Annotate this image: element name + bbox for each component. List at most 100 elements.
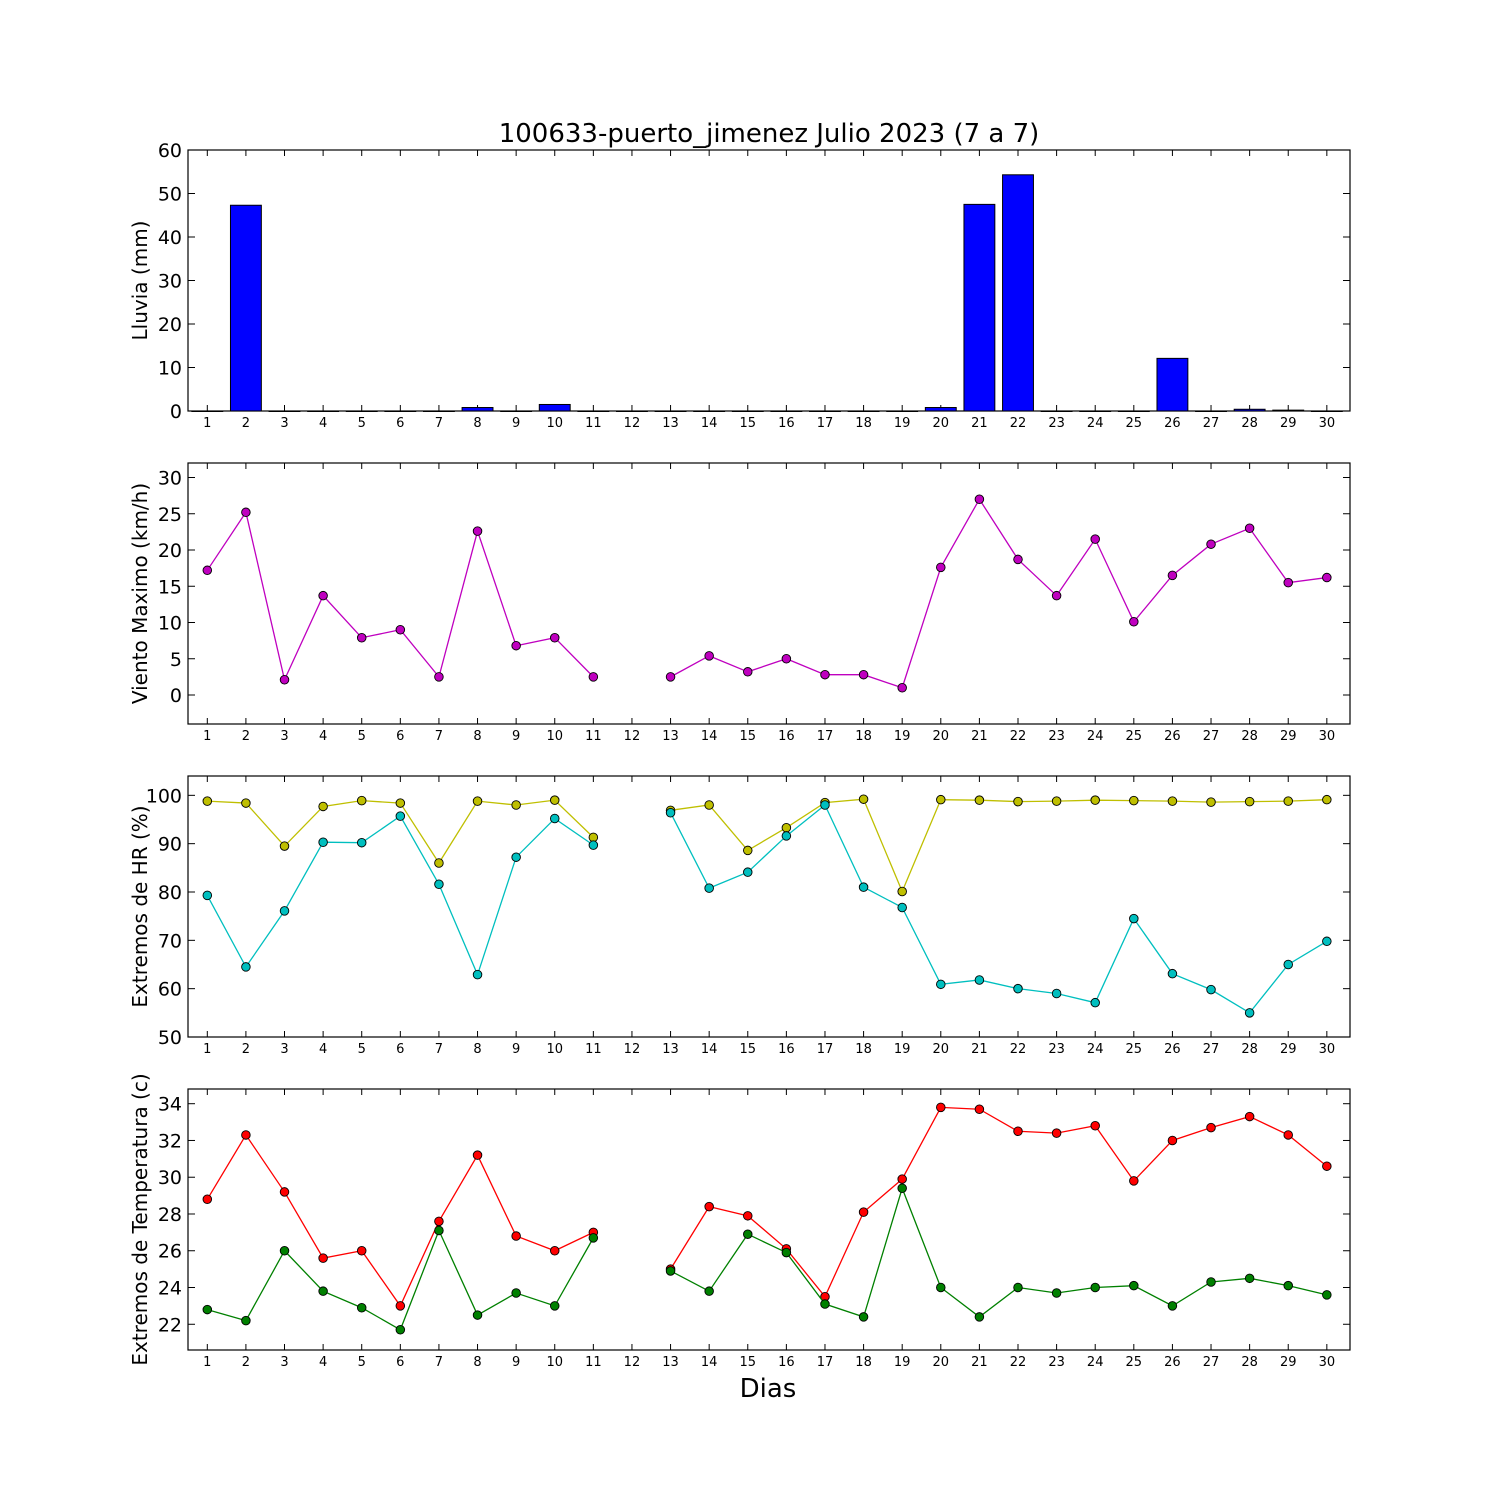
humidity-series-1-point [743,867,753,877]
humidity-series-1-point [781,831,792,841]
temperature-series-0-point [897,1174,907,1184]
humidity-series-0-point [434,858,444,868]
rain-xtick-label: 17 [817,416,834,431]
rain-xtick-label: 24 [1087,416,1104,431]
humidity-series-0-point [1283,796,1293,806]
wind-series-0-point [1167,570,1178,581]
wind-series-0-point [1129,617,1139,627]
humidity-series-1-point [974,975,985,985]
humidity-series-0-point [202,796,213,806]
temperature-series-0-point [936,1102,946,1113]
humidity-xtick-label: 18 [855,1042,872,1057]
temperature-series-0-point [1244,1111,1255,1122]
temperature-series-0-point [549,1245,560,1256]
wind-xtick-label: 25 [1126,729,1143,744]
wind-xtick-label: 12 [624,729,641,744]
rain-bar [1272,409,1305,412]
humidity-series-0-point [897,886,907,897]
rain-xtick-label: 15 [739,416,756,431]
humidity-ytick-label: 90 [158,834,182,856]
rain-bar [191,410,224,412]
humidity-series-1-point [511,852,521,862]
temperature-xtick-label: 18 [855,1355,872,1370]
wind-ylabel: Viento Maximo (km/h) [128,483,152,704]
humidity-xtick-label: 14 [701,1042,718,1057]
humidity-xtick-label: 2 [242,1042,250,1057]
humidity-xtick-label: 26 [1164,1042,1181,1057]
temperature-series-0-point [1013,1126,1023,1137]
rain-xtick-label: 1 [203,416,211,431]
humidity-series-0-point [511,800,521,810]
temperature-series-1-point [356,1302,367,1313]
wind-series-0-point [318,590,328,601]
temperature-ylabel: Extremos de Temperatura (c) [128,1073,152,1365]
wind-xtick-label: 3 [280,729,288,744]
temperature-ytick-label: 32 [158,1130,182,1152]
rain-bar [654,410,687,412]
temperature-xtick-label: 11 [585,1355,602,1370]
temperature-series-1-point [241,1315,251,1326]
temperature-ytick-label: 26 [158,1241,182,1263]
wind-xtick-label: 8 [473,729,481,744]
humidity-series-0-point [1167,796,1178,806]
rain-bar [577,410,610,412]
humidity-series-1-point [1167,968,1178,979]
humidity-xtick-label: 28 [1241,1042,1258,1057]
temperature-series-0-point [472,1150,483,1160]
temperature-xtick-label: 25 [1126,1355,1143,1370]
temperature-series-0-point [318,1253,328,1263]
rain-xtick-label: 6 [396,416,404,431]
temperature-series-1-point [1322,1290,1332,1300]
humidity-xtick-label: 21 [971,1042,988,1057]
temperature-series-1-point [820,1299,830,1309]
temperature-series-1-line [207,1186,1327,1331]
rain-bar [1233,408,1266,412]
temperature-xtick-label: 30 [1319,1355,1336,1370]
humidity-series-1-point [279,906,290,916]
rain-xtick-label: 18 [855,416,872,431]
rain-xtick-label: 13 [662,416,679,431]
wind-xtick-label: 30 [1319,729,1336,744]
temperature-series-1-point [1129,1280,1139,1291]
wind-xtick-label: 29 [1280,729,1297,744]
humidity-series-0-point [549,795,560,805]
temperature-xtick-label: 27 [1203,1355,1220,1370]
rain-bar [229,204,262,412]
rain-xtick-label: 5 [358,416,366,431]
humidity-xtick-label: 7 [435,1042,443,1057]
temperature-ytick-label: 22 [158,1314,182,1336]
wind-xtick-label: 4 [319,729,327,744]
wind-xtick-label: 19 [894,729,911,744]
rain-xtick-label: 30 [1319,416,1336,431]
rain-bar [538,403,571,412]
wind-series-0-point [820,669,830,680]
humidity-ylabel: Extremos de HR (%) [128,805,152,1007]
temperature-series-0-point [356,1245,367,1256]
humidity-xtick-label: 19 [894,1042,911,1057]
temperature-series-0-point [704,1201,714,1212]
chart-title: 100633-puerto_jimenez Julio 2023 (7 a 7) [499,119,1040,149]
rain-xtick-label: 7 [435,416,443,431]
wind-series-0-point [1090,534,1100,544]
temperature-xtick-label: 28 [1241,1355,1258,1370]
temperature-series-1-point [1206,1277,1216,1287]
temperature-series-1-point [974,1312,985,1322]
wind-xtick-label: 1 [203,729,211,744]
temperature-series-1-point [781,1247,792,1258]
temperature-series-1-point [1051,1288,1062,1298]
temperature-xtick-label: 5 [358,1355,366,1370]
temperature-series-1-point [665,1266,676,1276]
temperature-xtick-label: 22 [1010,1355,1027,1370]
humidity-series-1-point [665,807,676,818]
rain-ytick-label: 40 [158,227,182,249]
temperature-series-1-point [202,1304,213,1315]
temperature-xtick-label: 4 [319,1355,327,1370]
temperature-series-1-point [743,1229,753,1239]
temperature-ytick-label: 28 [158,1204,182,1226]
wind-xtick-label: 2 [242,729,250,744]
wind-ytick-label: 5 [170,649,182,671]
rain-xtick-label: 20 [933,416,950,431]
rain-xtick-label: 10 [546,416,563,431]
wind-series-0-point [1322,572,1332,583]
humidity-ytick-label: 100 [146,785,182,807]
